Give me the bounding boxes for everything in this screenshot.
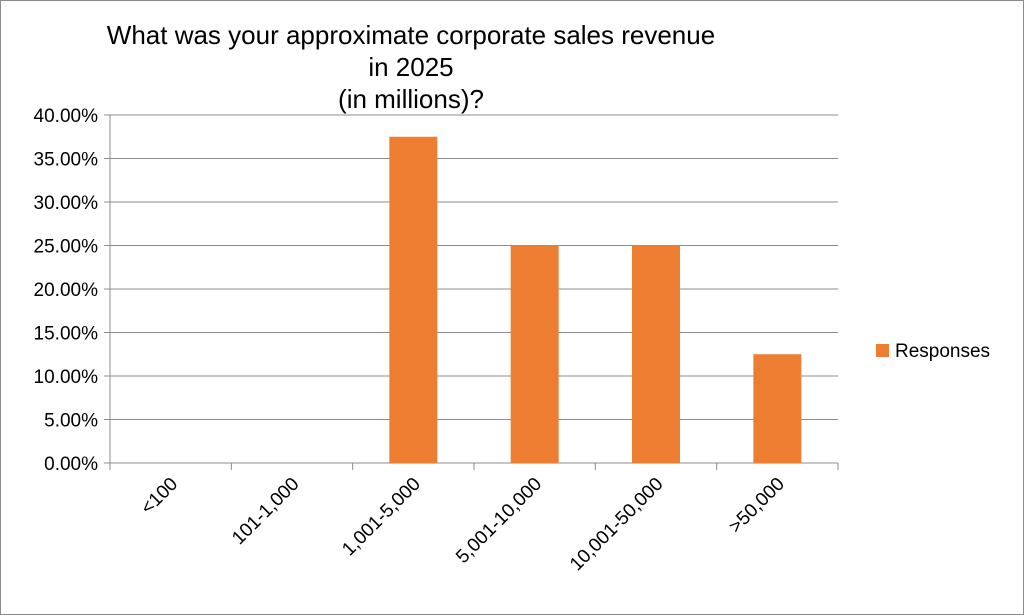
y-tick-label: 5.00%: [44, 411, 98, 432]
y-tick-label: 40.00%: [34, 106, 99, 127]
x-tick-labels: <100 101-1,000 1,001-5,000 5,001-10,000 10,0…: [137, 474, 789, 576]
y-tick-labels: 0.00% 5.00% 10.00% 15.00% 20.00% 25.00% 30.00%…: [34, 106, 99, 475]
legend-swatch: [876, 344, 889, 357]
gridlines: [110, 114, 838, 420]
bar: [753, 354, 802, 463]
y-tick-label: 25.00%: [34, 237, 99, 258]
y-tick-label: 15.00%: [34, 324, 99, 345]
bar: [632, 245, 680, 463]
y-tick-label: 30.00%: [34, 193, 99, 214]
bar: [510, 245, 559, 463]
y-tick-label: 0.00%: [44, 454, 98, 475]
bars: [389, 136, 802, 463]
y-tick-label: 35.00%: [34, 150, 99, 171]
x-tick-label: 101-1,000: [228, 474, 303, 549]
x-tick-label: >50,000: [725, 474, 789, 538]
x-tick-label: <100: [137, 474, 182, 519]
chart-title: What was your approximate corporate sale…: [106, 20, 716, 114]
x-tick-label: 1,001-5,000: [338, 474, 425, 561]
y-tick-label: 10.00%: [34, 367, 99, 388]
legend: Responses: [876, 341, 990, 362]
x-tick-label: 5,001-10,000: [452, 474, 546, 568]
axes: [104, 114, 839, 470]
y-tick-label: 20.00%: [34, 280, 99, 301]
x-tick-label: 10,001-50,000: [566, 474, 668, 576]
bar: [389, 136, 438, 463]
legend-label: Responses: [895, 341, 990, 362]
